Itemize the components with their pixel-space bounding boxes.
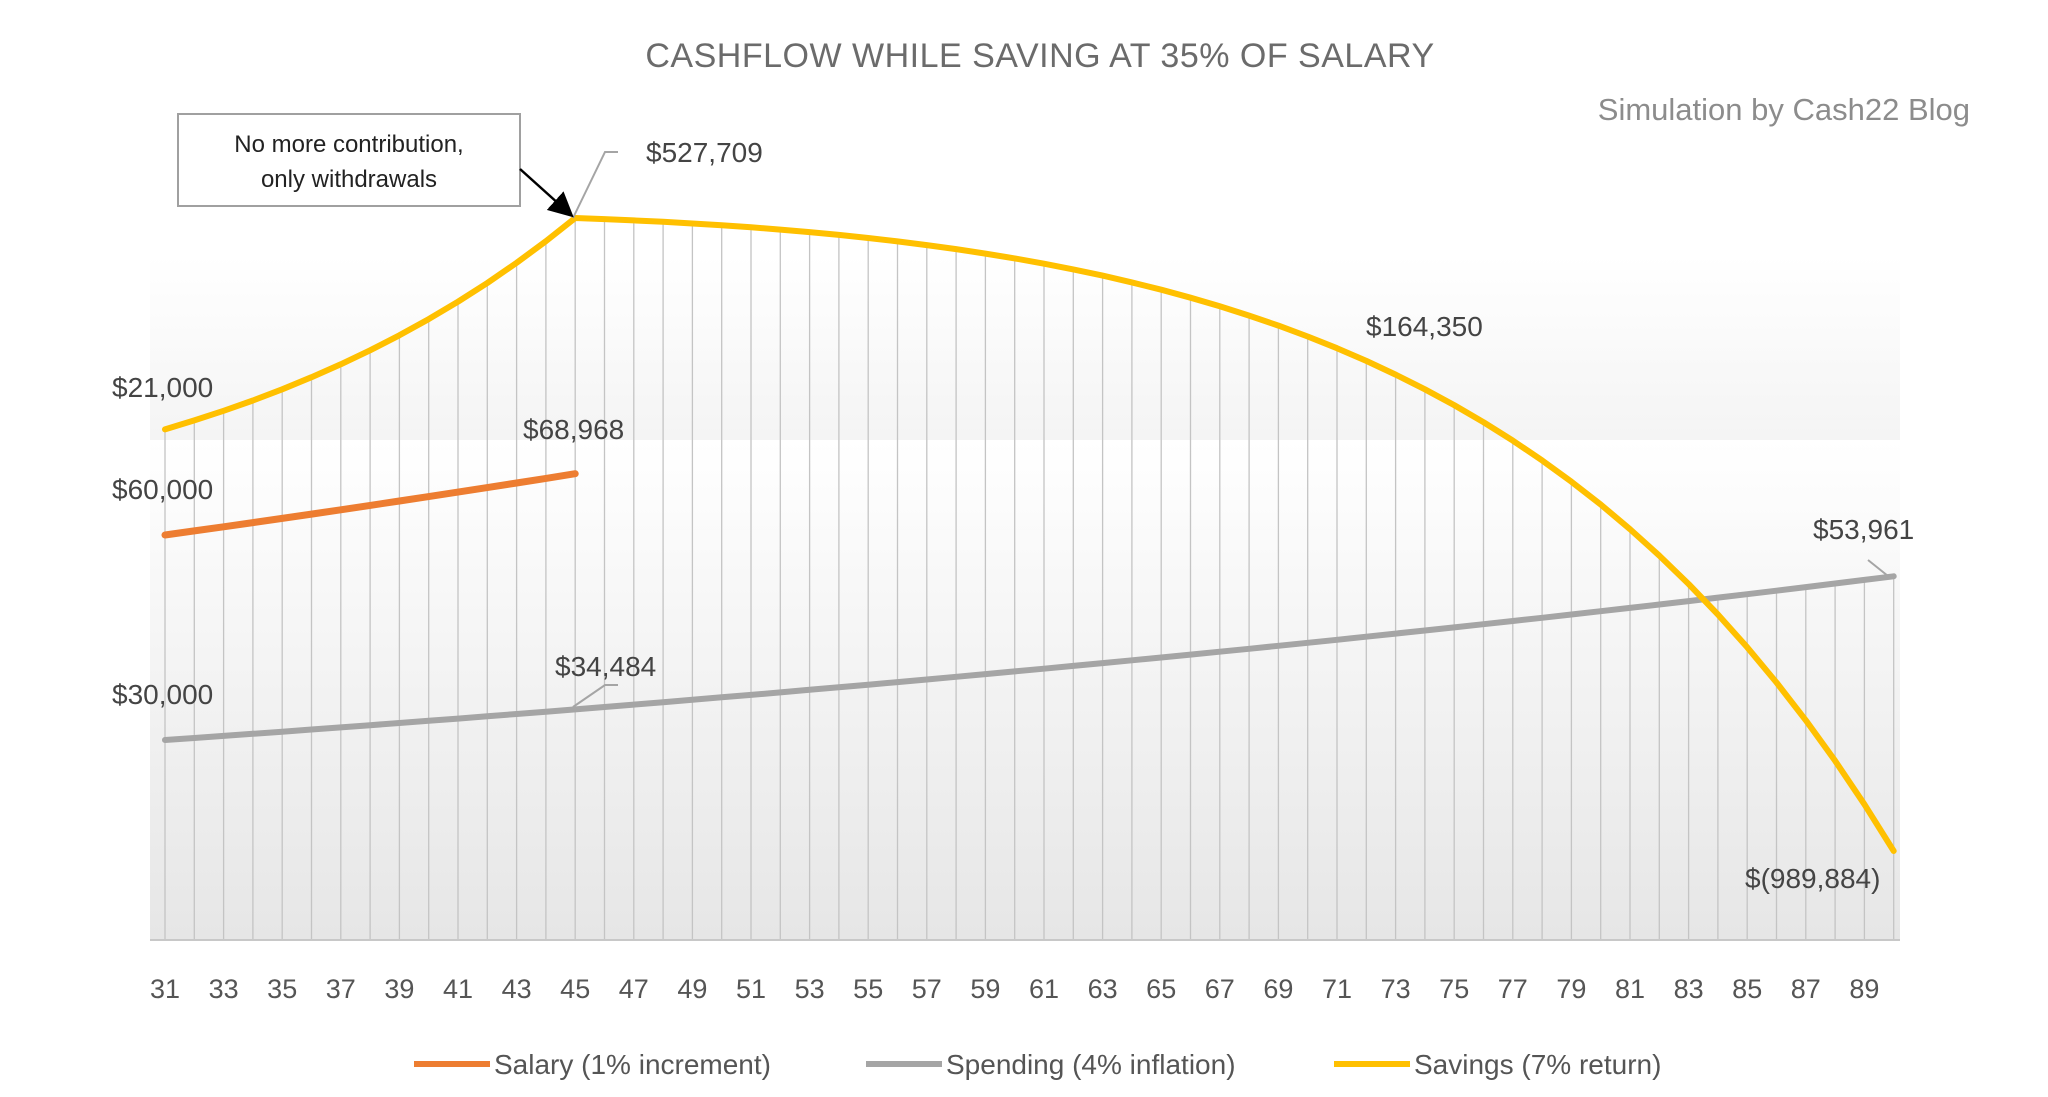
x-tick-label-55: 55 (853, 974, 883, 1004)
x-tick-label-65: 65 (1146, 974, 1176, 1004)
annotation-callout: No more contribution, only withdrawals (177, 113, 574, 218)
salary-end-label: $68,968 (523, 414, 624, 445)
x-tick-label-77: 77 (1498, 974, 1528, 1004)
x-tick-label-75: 75 (1439, 974, 1469, 1004)
annotation-line-2: only withdrawals (261, 166, 437, 193)
x-tick-label-83: 83 (1674, 974, 1704, 1004)
x-tick-label-49: 49 (677, 974, 707, 1004)
x-tick-label-89: 89 (1849, 974, 1879, 1004)
salary-series-line (161, 470, 579, 539)
x-tick-label-51: 51 (736, 974, 766, 1004)
x-tick-label-69: 69 (1263, 974, 1293, 1004)
legend-label-spending: Spending (4% inflation) (946, 1049, 1236, 1080)
x-tick-label-63: 63 (1088, 974, 1118, 1004)
x-tick-label-31: 31 (150, 974, 180, 1004)
x-tick-label-67: 67 (1205, 974, 1235, 1004)
chart-title: CASHFLOW WHILE SAVING AT 35% OF SALARY (645, 37, 1434, 75)
spending-series-line (162, 573, 1897, 743)
savings-peak-leader-line (572, 151, 618, 219)
x-tick-label-81: 81 (1615, 974, 1645, 1004)
drop-lines (164, 218, 1895, 940)
x-tick-label-71: 71 (1322, 974, 1352, 1004)
spending-start-label: $30,000 (112, 679, 213, 710)
x-tick-label-41: 41 (443, 974, 473, 1004)
lower-plot-area (150, 440, 1900, 940)
legend-label-savings: Savings (7% return) (1414, 1049, 1661, 1080)
x-tick-label-37: 37 (326, 974, 356, 1004)
x-tick-label-57: 57 (912, 974, 942, 1004)
x-tick-label-33: 33 (209, 974, 239, 1004)
x-tick-label-61: 61 (1029, 974, 1059, 1004)
legend-label-salary: Salary (1% increment) (494, 1049, 771, 1080)
x-tick-label-87: 87 (1791, 974, 1821, 1004)
legend: Salary (1% increment) Spending (4% infla… (414, 1049, 1661, 1080)
savings-series-line (162, 215, 1897, 854)
spending-end-label: $53,961 (1813, 514, 1914, 545)
annotation-arrow (519, 168, 574, 218)
savings-mid-label: $164,350 (1366, 311, 1483, 342)
x-tick-label-79: 79 (1556, 974, 1586, 1004)
salary-start-label: $60,000 (112, 474, 213, 505)
savings-peak-label: $527,709 (646, 137, 763, 168)
x-tick-label-47: 47 (619, 974, 649, 1004)
upper-plot-area (150, 255, 1900, 440)
x-axis-tick-labels: 31 33 35 37 39 41 43 45 47 49 51 53 55 57 59 61 63 65 67 69… (150, 974, 1879, 1004)
annotation-box (177, 113, 521, 207)
spending-end-leader-line (1867, 559, 1889, 577)
chart-subtitle: Simulation by Cash22 Blog (1598, 92, 1970, 127)
spending-mid-leader-line (572, 684, 618, 708)
x-tick-label-85: 85 (1732, 974, 1762, 1004)
x-tick-label-73: 73 (1381, 974, 1411, 1004)
savings-start-label: $21,000 (112, 372, 213, 403)
x-tick-label-35: 35 (267, 974, 297, 1004)
x-tick-label-43: 43 (502, 974, 532, 1004)
annotation-line-1: No more contribution, (234, 131, 463, 158)
x-tick-label-59: 59 (970, 974, 1000, 1004)
x-tick-label-53: 53 (795, 974, 825, 1004)
spending-mid-label: $34,484 (555, 651, 656, 682)
savings-end-label: $(989,884) (1745, 863, 1880, 894)
x-tick-label-45: 45 (560, 974, 590, 1004)
x-tick-label-39: 39 (384, 974, 414, 1004)
